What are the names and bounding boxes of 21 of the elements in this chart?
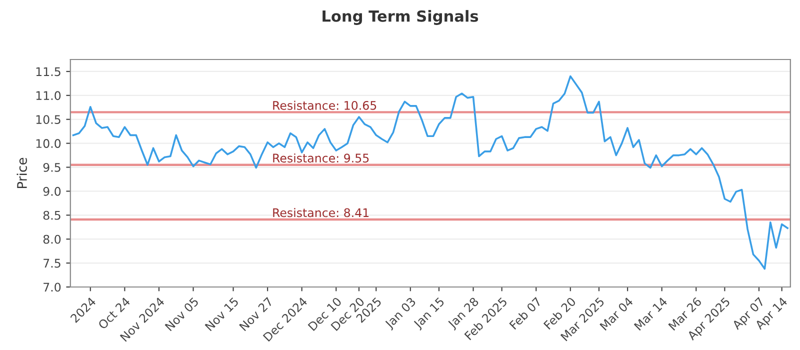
y-tick-label: 10.5 xyxy=(36,115,60,124)
y-tick-label: 9.0 xyxy=(43,186,61,196)
x-tick-label: Feb 07 xyxy=(508,296,542,330)
x-tick-label: Mar 14 xyxy=(634,296,668,331)
y-tick-label: 8.5 xyxy=(43,210,60,220)
x-tick-label: Oct 24 xyxy=(98,296,131,330)
x-tick-label: Nov 15 xyxy=(204,297,239,332)
chart-title: Long Term Signals xyxy=(322,10,478,25)
y-tick-label: 9.5 xyxy=(43,162,60,172)
ref-line-label: Resistance: 9.55 xyxy=(273,153,369,163)
y-tick-label: 8.0 xyxy=(43,234,61,244)
y-tick-label: 7.5 xyxy=(44,258,60,268)
y-tick-label: 11.0 xyxy=(36,91,61,100)
line-series xyxy=(72,75,788,270)
y-tick-label: 10.0 xyxy=(36,139,61,148)
ref-line-label: Resistance: 8.41 xyxy=(273,208,369,218)
y-tick-label: 7.0 xyxy=(44,282,61,292)
y-tick-label: 11.5 xyxy=(36,67,60,76)
x-tick-label: Nov 05 xyxy=(164,296,199,332)
y-axis-title: Price xyxy=(16,158,27,188)
ref-line-label: Resistance: 10.65 xyxy=(273,100,376,110)
